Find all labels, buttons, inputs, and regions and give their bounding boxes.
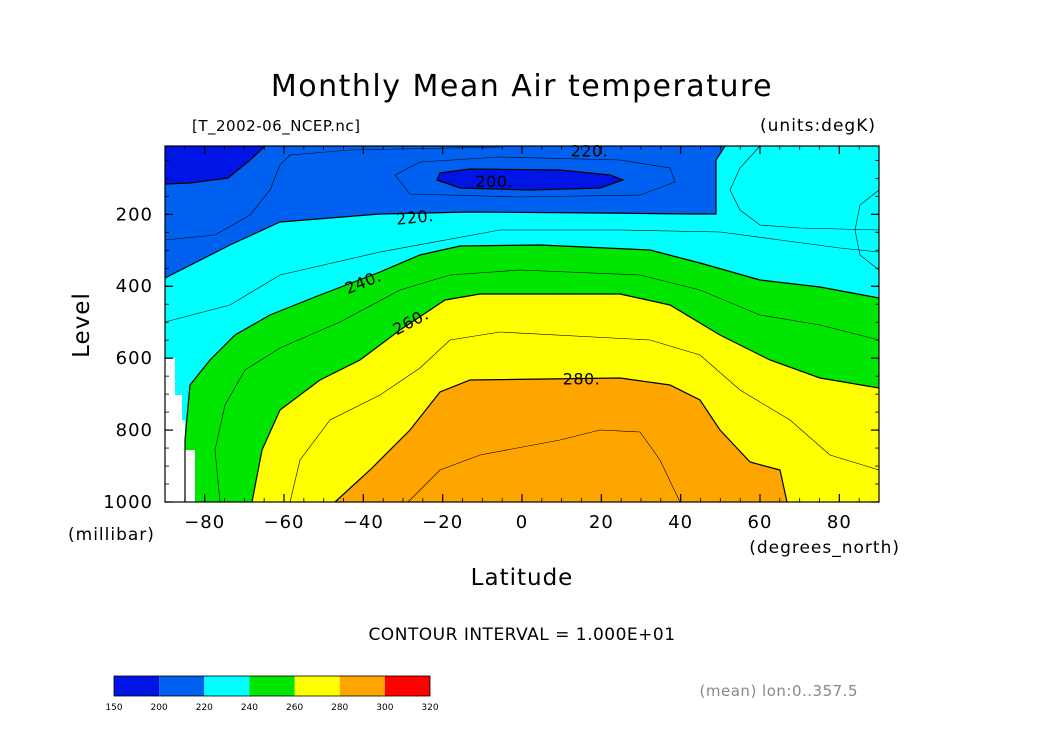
colorbar-swatch: [159, 676, 205, 696]
x-axis: −80 −60 −40 −20 0 20 40 60 80: [184, 146, 852, 533]
contour-label: 280.: [563, 370, 601, 389]
x-tick-label: −40: [343, 512, 384, 533]
contour-280: [334, 377, 788, 503]
band-below-200-core: [437, 169, 623, 190]
minor-contours: [164, 145, 880, 503]
major-contours: [164, 145, 880, 503]
y-axis-title: Level: [69, 292, 95, 358]
y-tick-label: 600: [116, 348, 153, 369]
contour-200-core: [436, 168, 625, 191]
x-tick-label: 20: [589, 512, 614, 533]
band-below-200-left: [165, 146, 265, 184]
colorbar-label: 220: [196, 703, 213, 713]
mean-note-label: (mean) lon:0..357.5: [700, 682, 858, 700]
x-tick-label: −80: [184, 512, 225, 533]
contour-label: 200.: [475, 172, 513, 191]
colorbar-swatch: [204, 676, 250, 696]
minor-contour-1: [164, 146, 501, 241]
x-tick-label: 40: [668, 512, 693, 533]
y-tick-label: 200: [116, 204, 153, 225]
contour-label: 220.: [571, 141, 609, 160]
colorbar-swatch: [249, 676, 295, 696]
colorbar-swatch: [384, 676, 430, 696]
y-units-label: (millibar): [68, 525, 155, 545]
minor-contour-5: [289, 331, 880, 503]
colorbar-frame: [113, 675, 431, 697]
contour-260: [251, 293, 880, 503]
x-units-label: (degrees_north): [749, 538, 900, 558]
y-tick-label: 1000: [103, 492, 153, 513]
x-tick-label: −60: [264, 512, 305, 533]
colorbar-label: 280: [331, 703, 348, 713]
y-tick-label: 800: [116, 420, 153, 441]
minor-contour-7: [854, 189, 880, 271]
minor-contour-8: [729, 145, 880, 231]
chart-title: Monthly Mean Air temperature: [271, 69, 773, 104]
contour-label: 220.: [395, 206, 434, 229]
y-tick-label: 400: [116, 276, 153, 297]
colorbar-swatch: [339, 676, 385, 696]
colorbar-label: 200: [151, 703, 168, 713]
x-axis-title: Latitude: [471, 565, 574, 591]
contour-240: [184, 244, 880, 502]
colorbar-label: 240: [241, 703, 258, 713]
x-tick-label: 60: [748, 512, 773, 533]
y-axis: 200 400 600 800 1000: [103, 204, 879, 513]
colorbar-label: 300: [376, 703, 393, 713]
units-label: (units:degK): [760, 116, 876, 136]
minor-contour-2: [394, 156, 676, 198]
colorbar-label: 150: [105, 703, 122, 713]
colorbar-label: 320: [421, 703, 438, 713]
minor-contour-3: [164, 229, 880, 323]
plot-area: 220.200.220.240.260.280.: [164, 141, 880, 503]
x-tick-label: 0: [516, 512, 528, 533]
contour-220-top: [164, 145, 726, 279]
contour-200-left: [164, 145, 266, 185]
contour-interval-label: CONTOUR INTERVAL = 1.000E+01: [368, 625, 675, 645]
missing-data-notch: [165, 358, 195, 502]
minor-contour-4: [214, 269, 880, 503]
colorbar: 150 200 220 240 260 280 300 320: [105, 675, 439, 713]
minor-contour-6: [407, 429, 681, 503]
x-tick-label: −20: [422, 512, 463, 533]
x-tick-label: 80: [827, 512, 852, 533]
colorbar-swatch: [294, 676, 340, 696]
colorbar-swatch: [114, 676, 160, 696]
source-file-label: [T_2002-06_NCEP.nc]: [192, 117, 360, 136]
colorbar-label: 260: [286, 703, 303, 713]
